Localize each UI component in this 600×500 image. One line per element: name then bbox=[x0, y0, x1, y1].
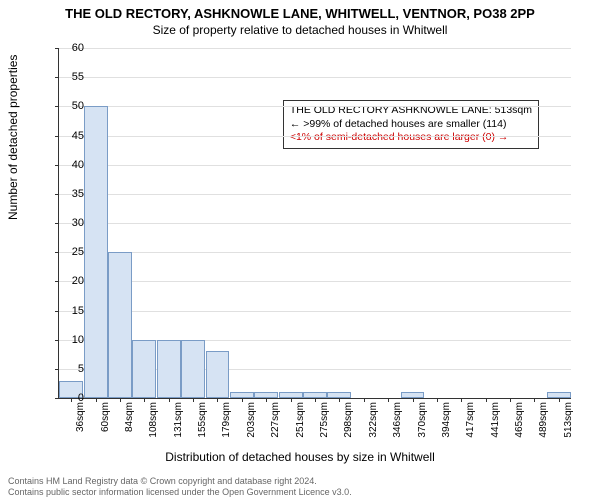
xtick-label: 441sqm bbox=[490, 402, 501, 452]
bar bbox=[181, 340, 205, 398]
bar bbox=[108, 252, 132, 398]
attribution-footer: Contains HM Land Registry data © Crown c… bbox=[8, 476, 352, 498]
xtick-label: 60sqm bbox=[100, 402, 111, 452]
xtick-mark bbox=[315, 398, 316, 402]
ytick-label: 20 bbox=[54, 275, 84, 287]
gridline bbox=[59, 223, 571, 224]
xtick-mark bbox=[169, 398, 170, 402]
bar bbox=[157, 340, 181, 398]
xtick-mark bbox=[339, 398, 340, 402]
annotation-line-2: ← >99% of detached houses are smaller (1… bbox=[290, 118, 532, 132]
gridline bbox=[59, 106, 571, 107]
bar bbox=[84, 106, 108, 398]
chart-subtitle: Size of property relative to detached ho… bbox=[0, 23, 600, 37]
ytick-label: 0 bbox=[54, 392, 84, 404]
xtick-label: 465sqm bbox=[514, 402, 525, 452]
xtick-mark bbox=[437, 398, 438, 402]
bar bbox=[206, 351, 230, 398]
gridline bbox=[59, 77, 571, 78]
xtick-label: 370sqm bbox=[417, 402, 428, 452]
annotation-line-3: <1% of semi-detached houses are larger (… bbox=[290, 131, 532, 145]
xtick-label: 36sqm bbox=[75, 402, 86, 452]
xtick-mark bbox=[559, 398, 560, 402]
gridline bbox=[59, 311, 571, 312]
chart-container: THE OLD RECTORY, ASHKNOWLE LANE, WHITWEL… bbox=[0, 0, 600, 500]
gridline bbox=[59, 194, 571, 195]
xtick-mark bbox=[217, 398, 218, 402]
ytick-label: 40 bbox=[54, 159, 84, 171]
xtick-label: 155sqm bbox=[197, 402, 208, 452]
gridline bbox=[59, 281, 571, 282]
xtick-mark bbox=[510, 398, 511, 402]
x-axis-label: Distribution of detached houses by size … bbox=[0, 450, 600, 464]
ytick-label: 10 bbox=[54, 334, 84, 346]
xtick-label: 489sqm bbox=[538, 402, 549, 452]
xtick-label: 131sqm bbox=[173, 402, 184, 452]
xtick-label: 84sqm bbox=[124, 402, 135, 452]
ytick-label: 50 bbox=[54, 100, 84, 112]
xtick-label: 203sqm bbox=[246, 402, 257, 452]
xtick-mark bbox=[193, 398, 194, 402]
ytick-label: 30 bbox=[54, 217, 84, 229]
annotation-box: THE OLD RECTORY ASHKNOWLE LANE: 513sqm ←… bbox=[283, 100, 539, 149]
ytick-label: 25 bbox=[54, 246, 84, 258]
footer-line-1: Contains HM Land Registry data © Crown c… bbox=[8, 476, 352, 487]
ytick-label: 55 bbox=[54, 71, 84, 83]
xtick-label: 298sqm bbox=[343, 402, 354, 452]
xtick-label: 346sqm bbox=[392, 402, 403, 452]
plot-area: THE OLD RECTORY ASHKNOWLE LANE: 513sqm ←… bbox=[58, 48, 571, 399]
xtick-label: 322sqm bbox=[368, 402, 379, 452]
xtick-mark bbox=[120, 398, 121, 402]
xtick-label: 108sqm bbox=[148, 402, 159, 452]
xtick-mark bbox=[413, 398, 414, 402]
xtick-mark bbox=[461, 398, 462, 402]
gridline bbox=[59, 48, 571, 49]
xtick-mark bbox=[266, 398, 267, 402]
xtick-label: 417sqm bbox=[465, 402, 476, 452]
ytick-label: 35 bbox=[54, 188, 84, 200]
ytick-label: 5 bbox=[54, 363, 84, 375]
xtick-label: 275sqm bbox=[319, 402, 330, 452]
xtick-label: 394sqm bbox=[441, 402, 452, 452]
ytick-label: 15 bbox=[54, 305, 84, 317]
xtick-mark bbox=[96, 398, 97, 402]
xtick-label: 179sqm bbox=[221, 402, 232, 452]
xtick-mark bbox=[242, 398, 243, 402]
xtick-mark bbox=[534, 398, 535, 402]
xtick-mark bbox=[486, 398, 487, 402]
xtick-label: 513sqm bbox=[563, 402, 574, 452]
y-axis-label: Number of detached properties bbox=[6, 55, 20, 220]
gridline bbox=[59, 165, 571, 166]
gridline bbox=[59, 252, 571, 253]
ytick-label: 45 bbox=[54, 130, 84, 142]
chart-title: THE OLD RECTORY, ASHKNOWLE LANE, WHITWEL… bbox=[0, 0, 600, 21]
xtick-mark bbox=[291, 398, 292, 402]
xtick-label: 251sqm bbox=[295, 402, 306, 452]
bar bbox=[132, 340, 156, 398]
xtick-mark bbox=[388, 398, 389, 402]
footer-line-2: Contains public sector information licen… bbox=[8, 487, 352, 498]
xtick-mark bbox=[364, 398, 365, 402]
xtick-label: 227sqm bbox=[270, 402, 281, 452]
xtick-mark bbox=[144, 398, 145, 402]
ytick-label: 60 bbox=[54, 42, 84, 54]
gridline bbox=[59, 136, 571, 137]
